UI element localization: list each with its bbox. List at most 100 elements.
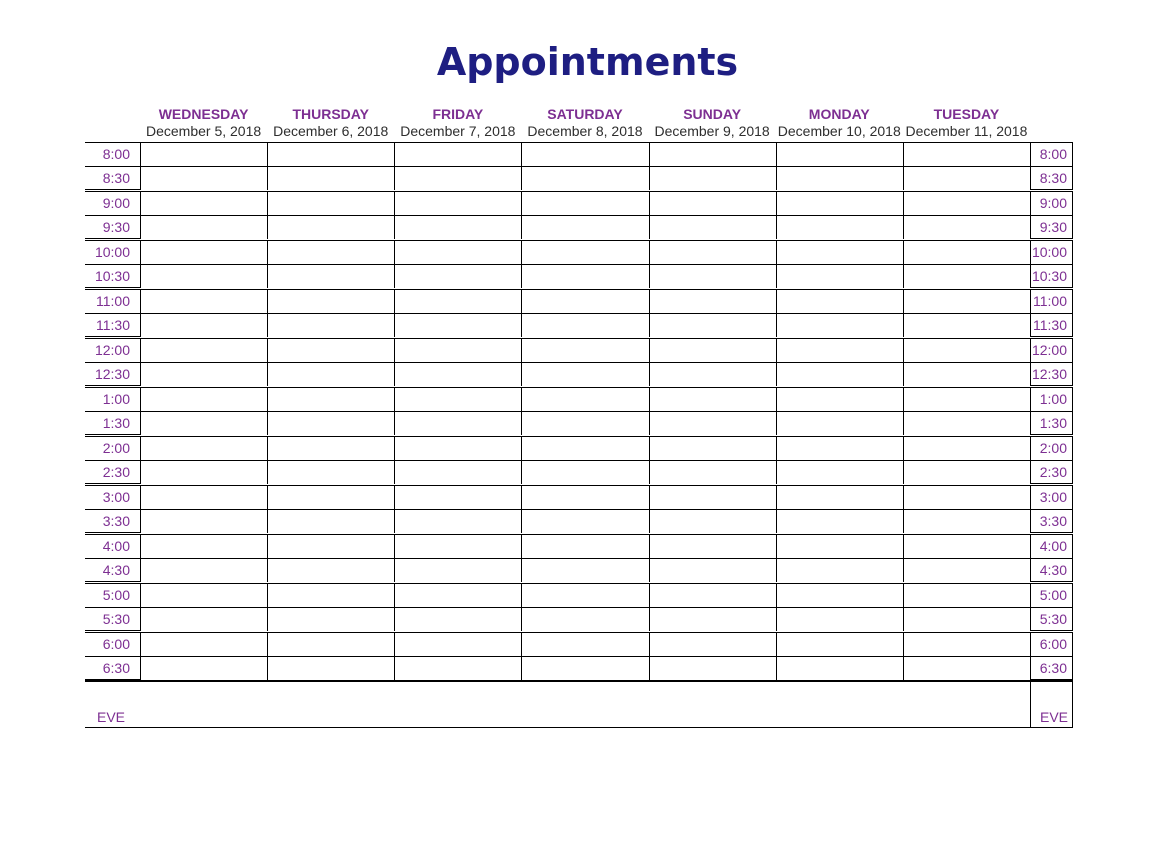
appointment-cell-wednesday-11-30[interactable] bbox=[140, 314, 268, 337]
appointment-cell-thursday-2-30[interactable] bbox=[267, 461, 395, 484]
appointment-cell-tuesday-4-00[interactable] bbox=[902, 535, 1030, 558]
appointment-cell-sunday-9-00[interactable] bbox=[648, 192, 776, 215]
appointment-cell-tuesday-3-00[interactable] bbox=[902, 486, 1030, 509]
appointment-cell-wednesday-2-30[interactable] bbox=[140, 461, 268, 484]
appointment-cell-saturday-8-30[interactable] bbox=[521, 167, 649, 190]
appointment-cell-monday-8-30[interactable] bbox=[775, 167, 903, 190]
appointment-cell-wednesday-8-00[interactable] bbox=[140, 143, 268, 166]
appointment-cell-wednesday-11-00[interactable] bbox=[140, 290, 268, 313]
appointment-cell-sunday-11-30[interactable] bbox=[648, 314, 776, 337]
appointment-cell-friday-10-30[interactable] bbox=[394, 265, 522, 288]
appointment-cell-monday-3-00[interactable] bbox=[775, 486, 903, 509]
appointment-cell-tuesday-12-30[interactable] bbox=[902, 363, 1030, 386]
appointment-cell-friday-2-30[interactable] bbox=[394, 461, 522, 484]
appointment-cell-monday-12-00[interactable] bbox=[775, 339, 903, 362]
appointment-cell-tuesday-3-30[interactable] bbox=[902, 510, 1030, 533]
appointment-cell-wednesday-1-00[interactable] bbox=[140, 388, 268, 411]
appointment-cell-tuesday-8-30[interactable] bbox=[902, 167, 1030, 190]
appointment-cell-monday-6-00[interactable] bbox=[775, 633, 903, 656]
appointment-cell-sunday-10-30[interactable] bbox=[648, 265, 776, 288]
appointment-cell-wednesday-3-00[interactable] bbox=[140, 486, 268, 509]
appointment-cell-monday-2-30[interactable] bbox=[775, 461, 903, 484]
appointment-cell-saturday-11-30[interactable] bbox=[521, 314, 649, 337]
appointment-cell-tuesday-5-00[interactable] bbox=[902, 584, 1030, 607]
appointment-cell-tuesday-11-00[interactable] bbox=[902, 290, 1030, 313]
appointment-cell-sunday-3-30[interactable] bbox=[648, 510, 776, 533]
appointment-cell-wednesday-5-00[interactable] bbox=[140, 584, 268, 607]
appointment-cell-thursday-8-00[interactable] bbox=[267, 143, 395, 166]
appointment-cell-tuesday-1-30[interactable] bbox=[902, 412, 1030, 435]
appointment-cell-thursday-10-00[interactable] bbox=[267, 241, 395, 264]
appointment-cell-monday-10-00[interactable] bbox=[775, 241, 903, 264]
appointment-cell-thursday-12-30[interactable] bbox=[267, 363, 395, 386]
appointment-cell-saturday-10-00[interactable] bbox=[521, 241, 649, 264]
eve-cell[interactable] bbox=[521, 682, 648, 727]
appointment-cell-thursday-5-30[interactable] bbox=[267, 608, 395, 631]
appointment-cell-monday-6-30[interactable] bbox=[775, 657, 903, 680]
appointment-cell-saturday-6-00[interactable] bbox=[521, 633, 649, 656]
appointment-cell-monday-10-30[interactable] bbox=[775, 265, 903, 288]
appointment-cell-friday-8-00[interactable] bbox=[394, 143, 522, 166]
appointment-cell-wednesday-4-00[interactable] bbox=[140, 535, 268, 558]
appointment-cell-monday-2-00[interactable] bbox=[775, 437, 903, 460]
appointment-cell-sunday-3-00[interactable] bbox=[648, 486, 776, 509]
appointment-cell-saturday-2-00[interactable] bbox=[521, 437, 649, 460]
appointment-cell-wednesday-6-00[interactable] bbox=[140, 633, 268, 656]
appointment-cell-saturday-9-30[interactable] bbox=[521, 216, 649, 239]
appointment-cell-saturday-6-30[interactable] bbox=[521, 657, 649, 680]
appointment-cell-friday-10-00[interactable] bbox=[394, 241, 522, 264]
appointment-cell-wednesday-10-30[interactable] bbox=[140, 265, 268, 288]
appointment-cell-saturday-9-00[interactable] bbox=[521, 192, 649, 215]
appointment-cell-tuesday-4-30[interactable] bbox=[902, 559, 1030, 582]
appointment-cell-tuesday-6-30[interactable] bbox=[902, 657, 1030, 680]
appointment-cell-friday-5-30[interactable] bbox=[394, 608, 522, 631]
eve-cell[interactable] bbox=[267, 682, 394, 727]
appointment-cell-tuesday-9-00[interactable] bbox=[902, 192, 1030, 215]
appointment-cell-sunday-1-30[interactable] bbox=[648, 412, 776, 435]
appointment-cell-saturday-2-30[interactable] bbox=[521, 461, 649, 484]
appointment-cell-wednesday-2-00[interactable] bbox=[140, 437, 268, 460]
appointment-cell-tuesday-5-30[interactable] bbox=[902, 608, 1030, 631]
appointment-cell-friday-6-30[interactable] bbox=[394, 657, 522, 680]
appointment-cell-wednesday-6-30[interactable] bbox=[140, 657, 268, 680]
appointment-cell-monday-9-00[interactable] bbox=[775, 192, 903, 215]
appointment-cell-saturday-12-30[interactable] bbox=[521, 363, 649, 386]
appointment-cell-saturday-1-00[interactable] bbox=[521, 388, 649, 411]
appointment-cell-thursday-10-30[interactable] bbox=[267, 265, 395, 288]
appointment-cell-friday-9-30[interactable] bbox=[394, 216, 522, 239]
appointment-cell-thursday-1-30[interactable] bbox=[267, 412, 395, 435]
appointment-cell-tuesday-12-00[interactable] bbox=[902, 339, 1030, 362]
appointment-cell-monday-11-00[interactable] bbox=[775, 290, 903, 313]
appointment-cell-saturday-10-30[interactable] bbox=[521, 265, 649, 288]
appointment-cell-monday-11-30[interactable] bbox=[775, 314, 903, 337]
appointment-cell-monday-9-30[interactable] bbox=[775, 216, 903, 239]
eve-cell[interactable] bbox=[394, 682, 521, 727]
appointment-cell-wednesday-12-30[interactable] bbox=[140, 363, 268, 386]
appointment-cell-friday-6-00[interactable] bbox=[394, 633, 522, 656]
appointment-cell-monday-8-00[interactable] bbox=[775, 143, 903, 166]
appointment-cell-friday-12-00[interactable] bbox=[394, 339, 522, 362]
eve-cell[interactable] bbox=[140, 682, 267, 727]
appointment-cell-friday-1-30[interactable] bbox=[394, 412, 522, 435]
appointment-cell-thursday-5-00[interactable] bbox=[267, 584, 395, 607]
appointment-cell-tuesday-1-00[interactable] bbox=[902, 388, 1030, 411]
appointment-cell-saturday-8-00[interactable] bbox=[521, 143, 649, 166]
appointment-cell-sunday-9-30[interactable] bbox=[648, 216, 776, 239]
appointment-cell-tuesday-10-00[interactable] bbox=[902, 241, 1030, 264]
appointment-cell-friday-4-00[interactable] bbox=[394, 535, 522, 558]
appointment-cell-tuesday-6-00[interactable] bbox=[902, 633, 1030, 656]
appointment-cell-sunday-4-30[interactable] bbox=[648, 559, 776, 582]
appointment-cell-wednesday-9-00[interactable] bbox=[140, 192, 268, 215]
appointment-cell-monday-3-30[interactable] bbox=[775, 510, 903, 533]
appointment-cell-thursday-11-00[interactable] bbox=[267, 290, 395, 313]
appointment-cell-tuesday-2-00[interactable] bbox=[902, 437, 1030, 460]
appointment-cell-sunday-8-00[interactable] bbox=[648, 143, 776, 166]
appointment-cell-sunday-12-30[interactable] bbox=[648, 363, 776, 386]
appointment-cell-tuesday-10-30[interactable] bbox=[902, 265, 1030, 288]
appointment-cell-friday-12-30[interactable] bbox=[394, 363, 522, 386]
appointment-cell-wednesday-10-00[interactable] bbox=[140, 241, 268, 264]
appointment-cell-friday-11-00[interactable] bbox=[394, 290, 522, 313]
appointment-cell-thursday-1-00[interactable] bbox=[267, 388, 395, 411]
appointment-cell-thursday-3-30[interactable] bbox=[267, 510, 395, 533]
eve-cell[interactable] bbox=[776, 682, 903, 727]
